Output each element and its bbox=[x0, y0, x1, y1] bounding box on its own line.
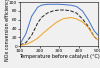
Fresh bbox=[70, 5, 71, 6]
X-axis label: Temperature before catalyst (°C): Temperature before catalyst (°C) bbox=[19, 54, 99, 59]
Sulfur poisoning bbox=[56, 21, 58, 22]
Fresh bbox=[31, 16, 32, 17]
Sulfur poisoning bbox=[51, 26, 52, 27]
Fresh bbox=[94, 30, 95, 31]
Sulfur poisoning bbox=[88, 27, 89, 28]
Thermally aged bbox=[94, 36, 95, 37]
Sulfur poisoning bbox=[76, 18, 77, 19]
Fresh bbox=[64, 4, 66, 5]
Line: Thermally aged: Thermally aged bbox=[20, 10, 98, 45]
Thermally aged bbox=[31, 35, 32, 36]
Sulfur poisoning bbox=[62, 18, 64, 19]
Thermally aged bbox=[53, 10, 54, 11]
Thermally aged bbox=[82, 18, 83, 19]
Sulfur poisoning bbox=[70, 17, 71, 18]
Sulfur poisoning bbox=[31, 41, 32, 42]
Line: Sulfur poisoning: Sulfur poisoning bbox=[20, 18, 98, 45]
Thermally aged bbox=[41, 17, 42, 18]
Sulfur poisoning bbox=[25, 44, 26, 45]
Thermally aged bbox=[76, 13, 77, 14]
Thermally aged bbox=[70, 10, 71, 11]
Thermally aged bbox=[25, 42, 26, 43]
Y-axis label: NOx conversion efficiency (%): NOx conversion efficiency (%) bbox=[5, 0, 10, 61]
Sulfur poisoning bbox=[37, 38, 38, 39]
Fresh bbox=[88, 19, 89, 20]
Thermally aged bbox=[19, 44, 21, 45]
Line: Fresh: Fresh bbox=[20, 4, 98, 44]
Fresh bbox=[25, 33, 26, 34]
Sulfur poisoning bbox=[94, 36, 95, 37]
Sulfur poisoning bbox=[19, 45, 21, 46]
Fresh bbox=[37, 7, 38, 8]
Fresh bbox=[97, 35, 99, 36]
Fresh bbox=[41, 5, 42, 6]
Sulfur poisoning bbox=[82, 21, 83, 22]
Thermally aged bbox=[37, 23, 38, 24]
Fresh bbox=[53, 4, 54, 5]
Fresh bbox=[76, 6, 77, 7]
Thermally aged bbox=[88, 26, 89, 27]
Fresh bbox=[47, 4, 48, 5]
Fresh bbox=[58, 4, 60, 5]
Fresh bbox=[82, 10, 83, 11]
Thermally aged bbox=[47, 13, 48, 14]
